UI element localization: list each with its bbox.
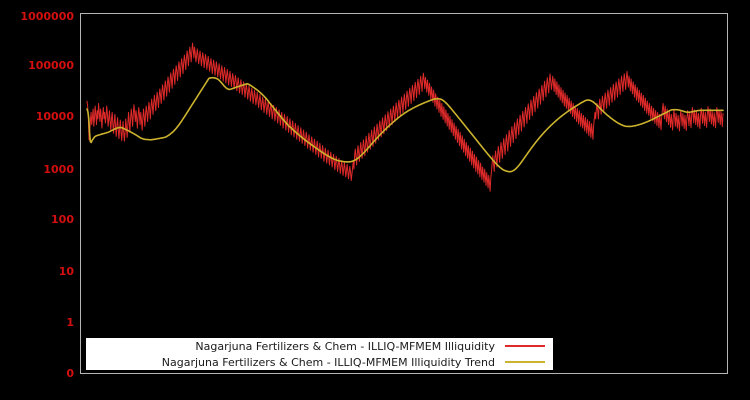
legend-swatch-illiquidity (505, 345, 545, 347)
y-tick-label-1: 1 (66, 316, 74, 329)
legend-entry-illiquidity-trend: Nagarjuna Fertilizers & Chem - ILLIQ-MFM… (86, 354, 553, 370)
chart-legend: Nagarjuna Fertilizers & Chem - ILLIQ-MFM… (86, 338, 553, 370)
series-line-illiquidity-trend (87, 78, 723, 172)
y-tick-label-1000: 1000 (43, 163, 74, 176)
series-line-illiquidity (87, 43, 723, 191)
y-tick-label-0: 0 (66, 367, 74, 380)
legend-label-illiquidity: Nagarjuna Fertilizers & Chem - ILLIQ-MFM… (195, 339, 495, 353)
legend-entry-illiquidity: Nagarjuna Fertilizers & Chem - ILLIQ-MFM… (86, 338, 553, 354)
y-tick-label-100000: 100000 (28, 59, 74, 72)
y-tick-label-10: 10 (58, 265, 74, 278)
y-tick-label-100: 100 (51, 213, 74, 226)
series-layer (81, 14, 727, 373)
y-tick-label-1000000: 1000000 (20, 10, 74, 23)
legend-swatch-illiquidity-trend (505, 361, 545, 363)
plot-area (80, 13, 728, 374)
legend-label-illiquidity-trend: Nagarjuna Fertilizers & Chem - ILLIQ-MFM… (161, 355, 495, 369)
y-tick-label-10000: 10000 (35, 110, 74, 123)
